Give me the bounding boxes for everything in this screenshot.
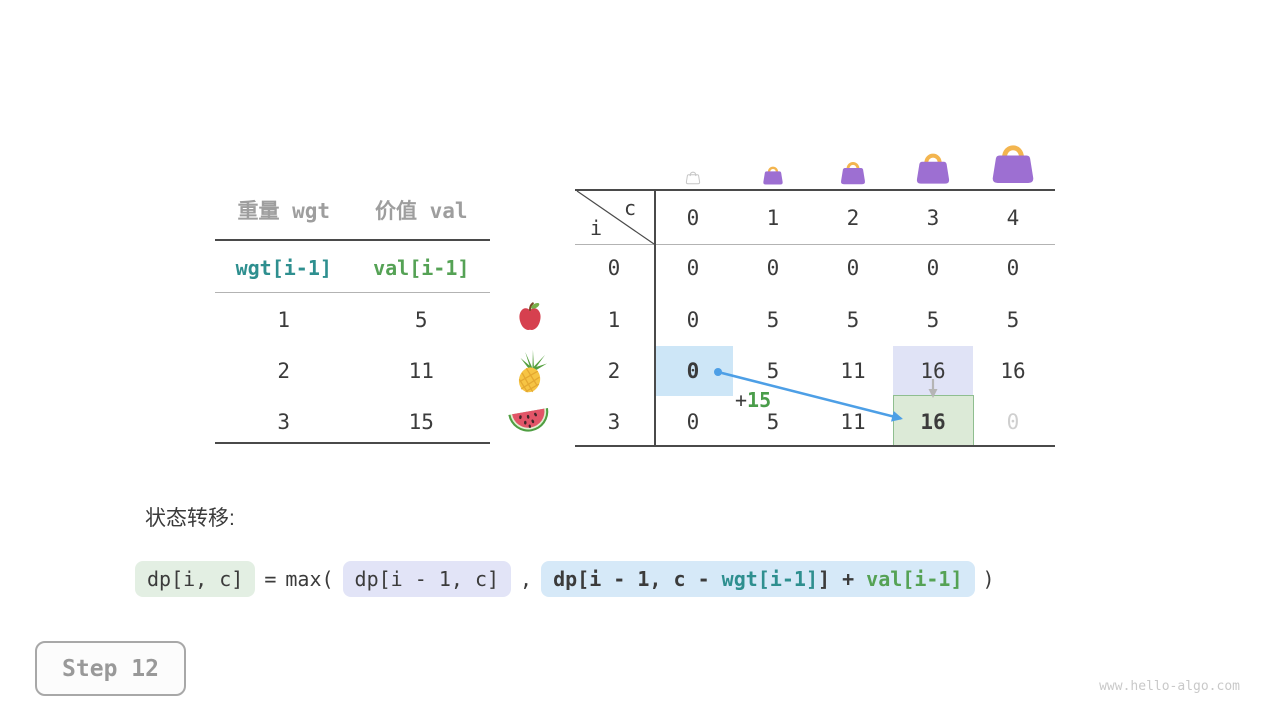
bag-icon xyxy=(988,142,1038,190)
arg2-wgt-term: wgt[i-1] xyxy=(721,567,818,591)
empty-bag-icon xyxy=(685,170,701,189)
formula-arg1: dp[i - 1, c] xyxy=(342,561,512,597)
added-value: 15 xyxy=(747,388,772,412)
row-header: 0 xyxy=(607,256,621,280)
dp-col-headers: 0 1 2 3 4 xyxy=(653,205,1053,231)
val-var-label: val[i-1] xyxy=(373,256,470,280)
dp-cell-source: 0 xyxy=(686,359,700,383)
formula-arg2: dp[i - 1, c - wgt[i-1]] + val[i-1] xyxy=(541,561,975,597)
dp-row-label: 1 xyxy=(575,307,653,333)
dp-cell: 0 xyxy=(766,256,780,280)
dp-table-bottom-rule xyxy=(575,445,1055,447)
dp-row-label: 2 xyxy=(575,358,653,384)
dp-cell: 0 xyxy=(686,410,700,434)
state-transition-formula: dp[i, c] = max( dp[i - 1, c] , dp[i - 1,… xyxy=(135,561,995,597)
items-table-mid-rule xyxy=(215,292,490,293)
dp-table-vertical-rule xyxy=(654,189,656,447)
item-weight: 3 xyxy=(277,410,291,434)
dp-cell: 0 xyxy=(1006,256,1020,280)
bag-icon xyxy=(838,160,868,190)
state-transition-heading: 状态转移: xyxy=(145,507,235,530)
item-weight: 2 xyxy=(277,359,291,383)
dp-cell: 5 xyxy=(846,308,860,332)
row-header: 3 xyxy=(607,410,621,434)
equals-sign: = xyxy=(264,567,277,591)
item-weight: 1 xyxy=(277,308,291,332)
items-table-top-rule xyxy=(215,239,490,241)
row-header: 1 xyxy=(607,308,621,332)
close-paren: ) xyxy=(982,567,995,591)
dp-cell: 5 xyxy=(1006,308,1020,332)
item-value: 11 xyxy=(408,359,434,383)
arg2-prefix: dp[i - 1, c - xyxy=(553,567,722,591)
dp-table-top-rule xyxy=(575,189,1055,191)
add-value-annotation: +15 xyxy=(735,388,771,412)
dp-row-2: 0 5 11 16 16 xyxy=(653,358,1053,384)
pineapple-icon xyxy=(509,348,553,400)
dp-cell: 0 xyxy=(686,256,700,280)
dp-cell: 11 xyxy=(840,359,866,383)
arg2-val-term: val[i-1] xyxy=(866,567,963,591)
dp-cell-compare: 16 xyxy=(920,359,946,383)
dp-cell: 11 xyxy=(840,410,866,434)
dp-cell: 5 xyxy=(766,359,780,383)
dp-cell: 5 xyxy=(926,308,940,332)
dp-cell: 5 xyxy=(766,308,780,332)
row-header: 2 xyxy=(607,359,621,383)
items-table-row-2: 2 11 xyxy=(215,358,490,384)
step-badge-label: Step 12 xyxy=(62,655,159,682)
dp-cell: 0 xyxy=(926,256,940,280)
value-column-header: 价值 val xyxy=(374,199,468,223)
watermark: www.hello-algo.com xyxy=(1099,679,1240,694)
items-table-bottom-rule xyxy=(215,442,490,444)
col-header: 2 xyxy=(846,206,860,230)
plus-sign: + xyxy=(735,388,748,412)
watermelon-icon xyxy=(506,403,552,441)
dp-table-header-rule xyxy=(575,244,1055,245)
arg2-mid: ] + xyxy=(818,567,867,591)
corner-col-var-label: c xyxy=(623,196,637,220)
dp-row-0: 0 0 0 0 0 xyxy=(653,255,1053,281)
col-header: 4 xyxy=(1006,206,1020,230)
dp-cell: 0 xyxy=(686,308,700,332)
weight-column-header: 重量 wgt xyxy=(237,199,331,223)
items-table-row-3: 3 15 xyxy=(215,409,490,435)
max-open: max( xyxy=(285,567,334,591)
step-badge: Step 12 xyxy=(35,641,186,696)
corner-row-var-label: i xyxy=(589,216,603,240)
dp-cell: 0 xyxy=(846,256,860,280)
items-table-header: 重量 wgt 价值 val xyxy=(215,198,490,224)
dp-row-3: 0 5 11 16 0 xyxy=(653,409,1053,435)
wgt-var-label: wgt[i-1] xyxy=(235,256,332,280)
comma: , xyxy=(520,567,533,591)
formula-lhs: dp[i, c] xyxy=(135,561,256,597)
dp-row-label: 3 xyxy=(575,409,653,435)
bag-icon xyxy=(913,151,953,190)
bag-icon xyxy=(761,165,785,190)
item-value: 15 xyxy=(408,410,434,434)
dp-cell: 5 xyxy=(766,410,780,434)
dp-cell: 16 xyxy=(1000,359,1026,383)
dp-row-1: 0 5 5 5 5 xyxy=(653,307,1053,333)
col-header: 0 xyxy=(686,206,700,230)
apple-icon xyxy=(513,300,547,340)
col-header: 1 xyxy=(766,206,780,230)
item-value: 5 xyxy=(414,308,428,332)
items-table-row-1: 1 5 xyxy=(215,307,490,333)
dp-row-label: 0 xyxy=(575,255,653,281)
col-header: 3 xyxy=(926,206,940,230)
items-table-var-row: wgt[i-1] val[i-1] xyxy=(215,255,490,281)
dp-cell-result: 16 xyxy=(920,410,946,434)
dp-cell-pending: 0 xyxy=(1006,410,1020,434)
